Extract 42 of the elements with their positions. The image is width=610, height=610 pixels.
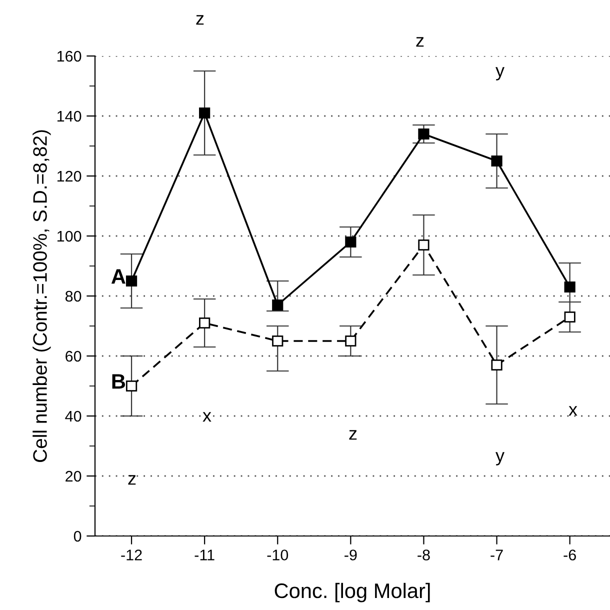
point	[491, 155, 502, 167]
point	[199, 107, 210, 119]
x-tick-label: -6	[564, 550, 576, 560]
x-tick-label: -7	[490, 550, 503, 560]
point	[272, 299, 284, 311]
x-tick-label: -12	[121, 550, 142, 560]
point	[345, 335, 356, 347]
y-tick-label: 100	[57, 230, 82, 242]
y-axis-title: Cell number (Contr.=100%, S.D.=8,82)	[32, 130, 51, 462]
y-tick-label: 20	[66, 470, 82, 482]
annotation: z	[349, 430, 357, 440]
y-tick-label: 120	[57, 170, 82, 182]
y-tick-label: 60	[66, 350, 82, 362]
annotation: x	[202, 412, 212, 422]
x-axis-title: Conc. [log Molar]	[274, 582, 430, 602]
annotation: y	[496, 452, 504, 466]
annotation: z	[128, 475, 136, 485]
point	[345, 236, 356, 248]
x-tick-label: -11	[194, 550, 214, 560]
point	[564, 281, 576, 293]
x-tick-label: -9	[344, 550, 357, 560]
series-label: B	[112, 374, 126, 389]
point	[418, 128, 430, 140]
y-tick-label: 0	[74, 530, 82, 542]
point	[199, 317, 210, 329]
x-tick-label: -10	[267, 550, 288, 560]
point	[418, 239, 430, 251]
x-tick-label: -8	[418, 550, 430, 560]
text: z	[196, 15, 204, 25]
annotation: x	[568, 406, 578, 416]
point	[564, 311, 576, 323]
annotation: y	[496, 67, 504, 80]
series-label: A	[111, 269, 126, 284]
point	[272, 335, 284, 347]
y-tick-label: 160	[57, 50, 82, 62]
y-tick-label: 80	[65, 290, 82, 302]
point	[491, 359, 502, 371]
y-tick-label: 40	[65, 410, 82, 422]
point	[126, 380, 138, 392]
text: z	[416, 37, 424, 47]
point	[126, 275, 138, 287]
y-tick-label: 140	[57, 110, 82, 122]
